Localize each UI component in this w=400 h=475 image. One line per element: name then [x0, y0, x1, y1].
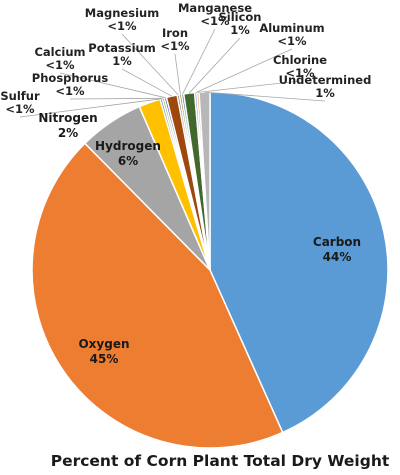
label-carbon: Carbon 44%: [313, 235, 361, 264]
label-phosphorus: Phosphorus <1%: [32, 71, 109, 98]
label-chlorine: Chlorine <1%: [273, 53, 327, 80]
leader-silicon: [188, 37, 241, 94]
label-hydrogen: Hydrogen 6%: [95, 139, 161, 168]
leader-magnesium: [121, 33, 179, 96]
leader-potassium: [121, 68, 172, 97]
pie-slices: [31, 91, 389, 449]
leader-manganese: [182, 28, 216, 95]
leader-calcium: [59, 72, 166, 99]
leader-aluminum: [195, 48, 293, 93]
slice-carbon: [209, 91, 389, 434]
leader-chlorine: [197, 80, 301, 93]
leader-phosphorus: [69, 97, 164, 100]
label-potassium: Potassium 1%: [88, 41, 155, 68]
label-manganese: Manganese <1%: [178, 1, 252, 28]
slice-labels: Carbon 44% Oxygen 45% Hydrogen 6%Nitrogen 2%Su…: [0, 1, 371, 366]
leader-undetermined: [204, 91, 326, 102]
leader-sulfur: [19, 98, 162, 118]
label-aluminum: Aluminum <1%: [259, 21, 324, 48]
label-silicon: Silicon 1%: [218, 10, 261, 37]
slice-oxygen: [31, 142, 284, 449]
label-iron: Iron <1%: [160, 26, 190, 53]
label-oxygen: Oxygen 45%: [78, 337, 129, 366]
label-nitrogen: Nitrogen 2%: [38, 111, 97, 140]
leader-lines: [19, 28, 326, 118]
label-undetermined: Undetermined 1%: [279, 73, 372, 100]
label-sulfur: Sulfur <1%: [0, 89, 40, 116]
chart-title: Percent of Corn Plant Total Dry Weight: [51, 452, 390, 470]
leader-iron: [174, 53, 181, 95]
label-calcium: Calcium <1%: [34, 45, 85, 72]
label-magnesium: Magnesium <1%: [85, 6, 159, 33]
